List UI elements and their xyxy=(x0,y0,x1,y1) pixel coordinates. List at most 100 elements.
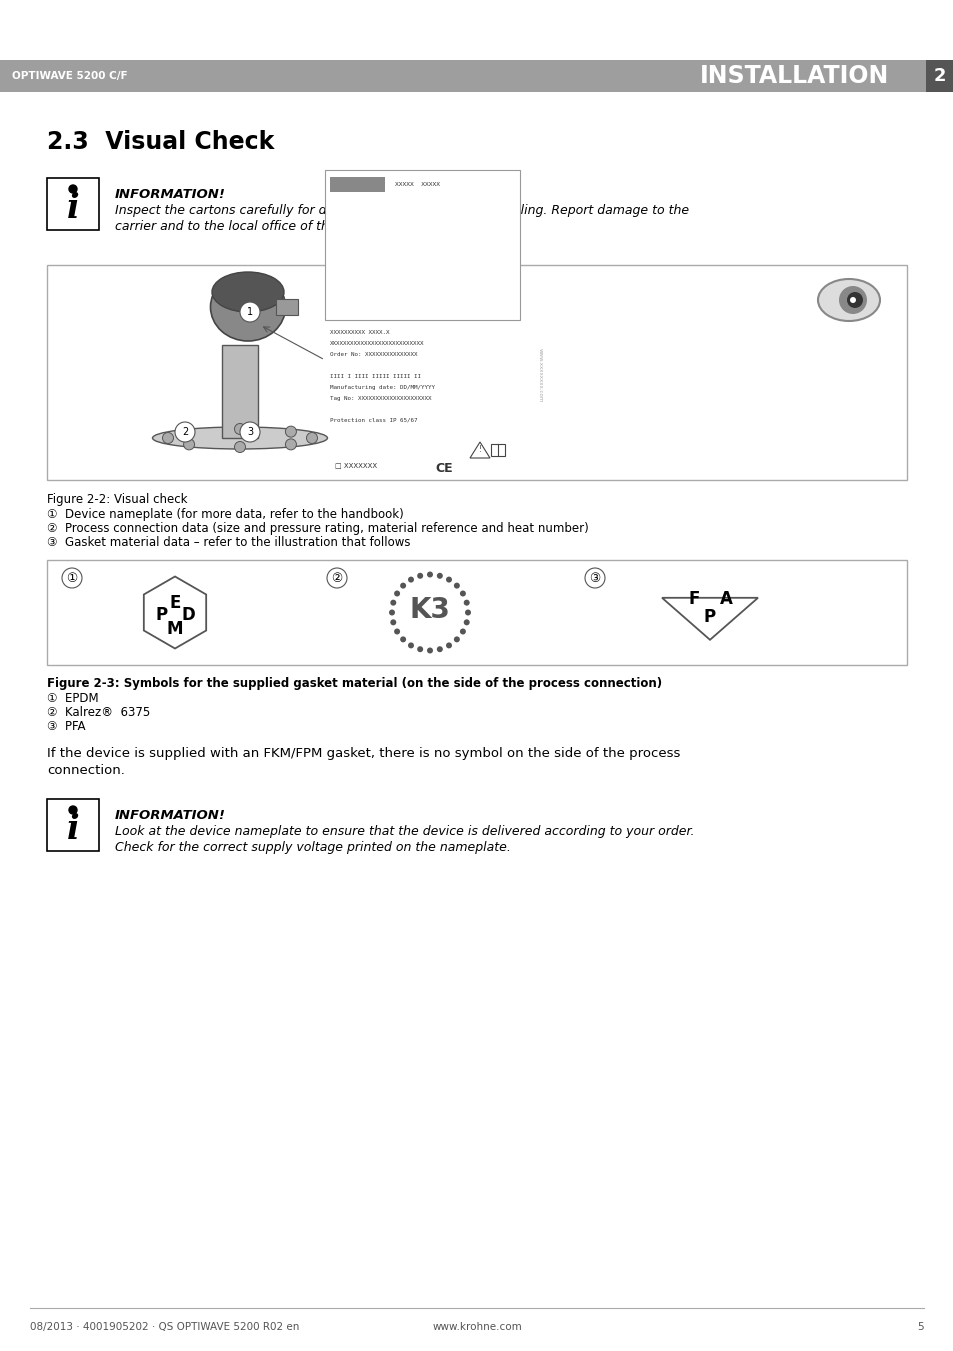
Circle shape xyxy=(174,422,194,442)
Circle shape xyxy=(436,646,442,653)
Circle shape xyxy=(327,567,347,588)
Bar xyxy=(330,177,385,192)
Text: XXXXXXXXXX XXXX.X: XXXXXXXXXX XXXX.X xyxy=(330,330,389,335)
Text: ②  Process connection data (size and pressure rating, material reference and hea: ② Process connection data (size and pres… xyxy=(47,521,588,535)
Text: □ XXXXXXX: □ XXXXXXX xyxy=(335,462,376,467)
Circle shape xyxy=(285,426,296,438)
Circle shape xyxy=(162,432,173,443)
Text: Order No: XXXXXXXXXXXXXXX: Order No: XXXXXXXXXXXXXXX xyxy=(330,353,417,357)
Text: E: E xyxy=(169,593,180,612)
Bar xyxy=(47,178,99,230)
Bar xyxy=(275,299,297,315)
Text: Tag No: XXXXXXXXXXXXXXXXXXXXX: Tag No: XXXXXXXXXXXXXXXXXXXXX xyxy=(330,396,431,401)
Circle shape xyxy=(285,439,296,450)
Text: 2.3  Visual Check: 2.3 Visual Check xyxy=(47,130,274,154)
Text: ①: ① xyxy=(67,571,77,585)
Text: D: D xyxy=(181,607,194,624)
Text: XXXXXXXXXXXXXXXXXXXXXXXXXXX: XXXXXXXXXXXXXXXXXXXXXXXXXXX xyxy=(330,340,424,346)
Circle shape xyxy=(306,432,317,443)
Bar xyxy=(47,265,906,480)
Text: i: i xyxy=(67,192,79,224)
Text: INFORMATION!: INFORMATION! xyxy=(115,188,226,201)
Circle shape xyxy=(454,582,459,589)
Text: INFORMATION!: INFORMATION! xyxy=(115,809,226,821)
Circle shape xyxy=(183,439,194,450)
Text: INSTALLATION: INSTALLATION xyxy=(700,63,888,88)
Circle shape xyxy=(846,292,862,308)
Bar xyxy=(47,798,99,851)
Circle shape xyxy=(416,646,423,653)
Text: P: P xyxy=(703,608,716,627)
Circle shape xyxy=(62,567,82,588)
Text: ③  PFA: ③ PFA xyxy=(47,720,86,734)
Ellipse shape xyxy=(152,427,327,449)
Text: Figure 2-3: Symbols for the supplied gasket material (on the side of the process: Figure 2-3: Symbols for the supplied gas… xyxy=(47,677,661,690)
Circle shape xyxy=(584,567,604,588)
Text: !: ! xyxy=(478,446,481,454)
Circle shape xyxy=(838,286,866,313)
Circle shape xyxy=(454,636,459,642)
Text: Manufacturing date: DD/MM/YYYY: Manufacturing date: DD/MM/YYYY xyxy=(330,385,435,390)
Circle shape xyxy=(69,185,77,193)
Circle shape xyxy=(464,609,471,616)
Text: Protection class IP 65/67: Protection class IP 65/67 xyxy=(330,417,417,423)
Text: CE: CE xyxy=(435,462,452,476)
Bar xyxy=(0,59,953,92)
Text: P: P xyxy=(155,607,168,624)
Text: 1: 1 xyxy=(247,307,253,317)
Text: Inspect the cartons carefully for damages or signs of rough handling. Report dam: Inspect the cartons carefully for damage… xyxy=(115,204,688,218)
Text: 2: 2 xyxy=(933,68,945,85)
Ellipse shape xyxy=(211,273,285,340)
Circle shape xyxy=(427,571,433,577)
Text: Check for the correct supply voltage printed on the nameplate.: Check for the correct supply voltage pri… xyxy=(115,842,511,854)
Text: A: A xyxy=(719,590,732,608)
Bar xyxy=(325,170,519,320)
Circle shape xyxy=(399,582,406,589)
Circle shape xyxy=(463,600,469,605)
Text: If the device is supplied with an FKM/FPM gasket, there is no symbol on the side: If the device is supplied with an FKM/FP… xyxy=(47,747,679,761)
Ellipse shape xyxy=(212,272,284,312)
Circle shape xyxy=(390,600,395,605)
Circle shape xyxy=(399,636,406,642)
Text: K3: K3 xyxy=(409,596,450,624)
Circle shape xyxy=(240,422,260,442)
Text: ①  Device nameplate (for more data, refer to the handbook): ① Device nameplate (for more data, refer… xyxy=(47,508,403,521)
Bar xyxy=(491,444,504,457)
Circle shape xyxy=(427,647,433,654)
Circle shape xyxy=(849,297,855,303)
Ellipse shape xyxy=(817,280,879,322)
Circle shape xyxy=(389,609,395,616)
Polygon shape xyxy=(470,442,490,458)
Circle shape xyxy=(240,303,260,322)
Circle shape xyxy=(390,619,395,626)
Bar xyxy=(47,561,906,665)
Text: OPTIWAVE 5200 C/F: OPTIWAVE 5200 C/F xyxy=(12,72,128,81)
Polygon shape xyxy=(661,597,758,640)
Text: i: i xyxy=(67,813,79,846)
Circle shape xyxy=(436,573,442,578)
Text: carrier and to the local office of the manufacturer.: carrier and to the local office of the m… xyxy=(115,220,428,232)
Circle shape xyxy=(183,426,194,438)
Circle shape xyxy=(408,643,414,648)
Circle shape xyxy=(446,577,452,582)
Text: XXXXX  XXXXX: XXXXX XXXXX xyxy=(395,181,439,186)
Circle shape xyxy=(69,807,77,815)
Text: ①  EPDM: ① EPDM xyxy=(47,692,98,705)
Text: www.xxxxxxxx.com: www.xxxxxxxx.com xyxy=(537,347,542,403)
Circle shape xyxy=(394,590,399,597)
Text: ②  Kalrez®  6375: ② Kalrez® 6375 xyxy=(47,707,150,719)
Circle shape xyxy=(408,577,414,582)
Text: IIII I IIII IIIII IIIII II: IIII I IIII IIIII IIIII II xyxy=(330,374,420,380)
Circle shape xyxy=(234,423,245,435)
Circle shape xyxy=(416,573,423,578)
Text: F: F xyxy=(688,590,699,608)
Circle shape xyxy=(446,643,452,648)
Circle shape xyxy=(459,590,465,597)
Bar xyxy=(925,59,953,92)
Circle shape xyxy=(463,619,469,626)
Polygon shape xyxy=(144,577,206,648)
Circle shape xyxy=(234,442,245,453)
Text: 5: 5 xyxy=(917,1323,923,1332)
Text: ②: ② xyxy=(331,571,342,585)
Text: Look at the device nameplate to ensure that the device is delivered according to: Look at the device nameplate to ensure t… xyxy=(115,825,694,838)
